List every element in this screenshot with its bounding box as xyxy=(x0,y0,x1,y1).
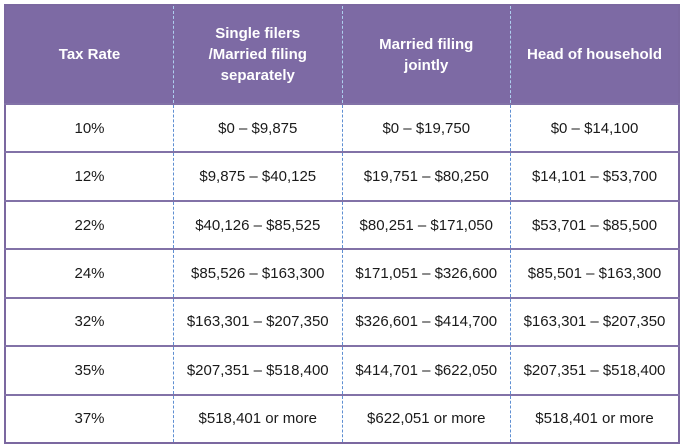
table-row: 12% $9,875 – $40,125 $19,751 – $80,250 $14,… xyxy=(5,151,679,201)
column-header: Married filing jointly xyxy=(341,5,511,104)
column-header: Head of household xyxy=(510,5,679,104)
income-range-cell: $171,051 – $326,600 xyxy=(341,248,511,298)
income-range-cell: $0 – $19,750 xyxy=(341,102,511,153)
table-row: 37% $518,401 or more $622,051 or more $518,… xyxy=(5,393,679,443)
tax-bracket-table: Tax Rate Single filers /Married filing se… xyxy=(4,4,680,444)
table-row: 24% $85,526 – $163,300 $171,051 – $326,600… xyxy=(5,248,679,298)
income-range-cell: $0 – $14,100 xyxy=(510,102,679,153)
income-range-cell: $80,251 – $171,050 xyxy=(341,199,511,250)
income-range-cell: $85,526 – $163,300 xyxy=(173,248,342,298)
income-range-cell: $163,301 – $207,350 xyxy=(173,296,342,347)
income-range-cell: $40,126 – $85,525 xyxy=(173,199,342,250)
income-range-cell: $622,051 or more xyxy=(341,393,511,443)
income-range-cell: $518,401 or more xyxy=(173,393,342,443)
income-range-cell: $19,751 – $80,250 xyxy=(341,151,511,201)
income-range-cell: $85,501 – $163,300 xyxy=(510,248,679,298)
income-range-cell: $207,351 – $518,400 xyxy=(510,345,679,395)
income-range-cell: $163,301 – $207,350 xyxy=(510,296,679,347)
tax-rate-cell: 35% xyxy=(5,345,174,395)
tax-rate-cell: 10% xyxy=(5,102,174,153)
income-range-cell: $9,875 – $40,125 xyxy=(173,151,342,201)
income-range-cell: $14,101 – $53,700 xyxy=(510,151,679,201)
tax-rate-cell: 37% xyxy=(5,393,174,443)
income-range-cell: $53,701 – $85,500 xyxy=(510,199,679,250)
table-row: 10% $0 – $9,875 $0 – $19,750 $0 – $14,100 xyxy=(5,102,679,153)
tax-rate-cell: 32% xyxy=(5,296,174,347)
income-range-cell: $0 – $9,875 xyxy=(173,102,342,153)
table-row: 32% $163,301 – $207,350 $326,601 – $414,70… xyxy=(5,296,679,347)
table-header: Tax Rate Single filers /Married filing se… xyxy=(5,5,679,104)
tax-rate-cell: 22% xyxy=(5,199,174,250)
income-range-cell: $518,401 or more xyxy=(510,393,679,443)
header-row: Tax Rate Single filers /Married filing se… xyxy=(5,5,679,104)
income-range-cell: $207,351 – $518,400 xyxy=(173,345,342,395)
column-header: Tax Rate xyxy=(5,5,174,104)
table-body: 10% $0 – $9,875 $0 – $19,750 $0 – $14,100 12… xyxy=(5,102,679,443)
tax-rate-cell: 12% xyxy=(5,151,174,201)
table-row: 35% $207,351 – $518,400 $414,701 – $622,05… xyxy=(5,345,679,395)
column-header: Single filers /Married filing separately xyxy=(173,5,342,104)
income-range-cell: $326,601 – $414,700 xyxy=(341,296,511,347)
table-row: 22% $40,126 – $85,525 $80,251 – $171,050 $5… xyxy=(5,199,679,250)
income-range-cell: $414,701 – $622,050 xyxy=(341,345,511,395)
tax-rate-cell: 24% xyxy=(5,248,174,298)
